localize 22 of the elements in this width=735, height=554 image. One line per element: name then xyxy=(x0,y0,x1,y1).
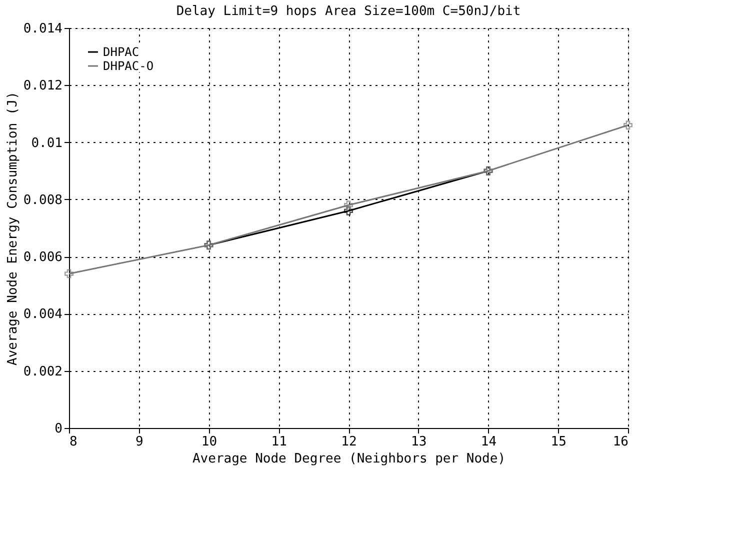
y-tick-label: 0.012 xyxy=(23,78,62,94)
y-tick-label: 0.014 xyxy=(23,22,63,36)
y-tick-label: 0.01 xyxy=(31,136,62,151)
y-tick-label: 0.004 xyxy=(23,307,63,322)
y-axis-title: Average Node Energy Consumption (J) xyxy=(5,92,20,366)
x-tick-label: 12 xyxy=(341,434,357,450)
x-tick-label: 16 xyxy=(612,434,628,450)
y-tick-label: 0.008 xyxy=(23,192,62,208)
x-tick-label: 10 xyxy=(201,434,218,450)
y-tick-label: 0.002 xyxy=(23,364,62,380)
x-tick-label: 15 xyxy=(550,434,566,450)
legend-label: DHPAC xyxy=(103,45,140,59)
x-tick-label: 11 xyxy=(271,434,287,450)
legend-label: DHPAC-O xyxy=(103,59,154,73)
x-tick-label: 9 xyxy=(135,434,144,450)
y-tick-label: 0.006 xyxy=(23,250,62,266)
chart-title: Delay Limit=9 hops Area Size=100m C=50nJ/bit xyxy=(176,4,521,19)
y-tick-label: 0 xyxy=(54,422,62,436)
x-tick-label: 8 xyxy=(70,434,78,450)
x-axis-title: Average Node Degree (Neighbors per Node) xyxy=(192,452,506,466)
x-tick-label: 13 xyxy=(411,434,427,450)
x-tick-label: 14 xyxy=(480,434,497,450)
